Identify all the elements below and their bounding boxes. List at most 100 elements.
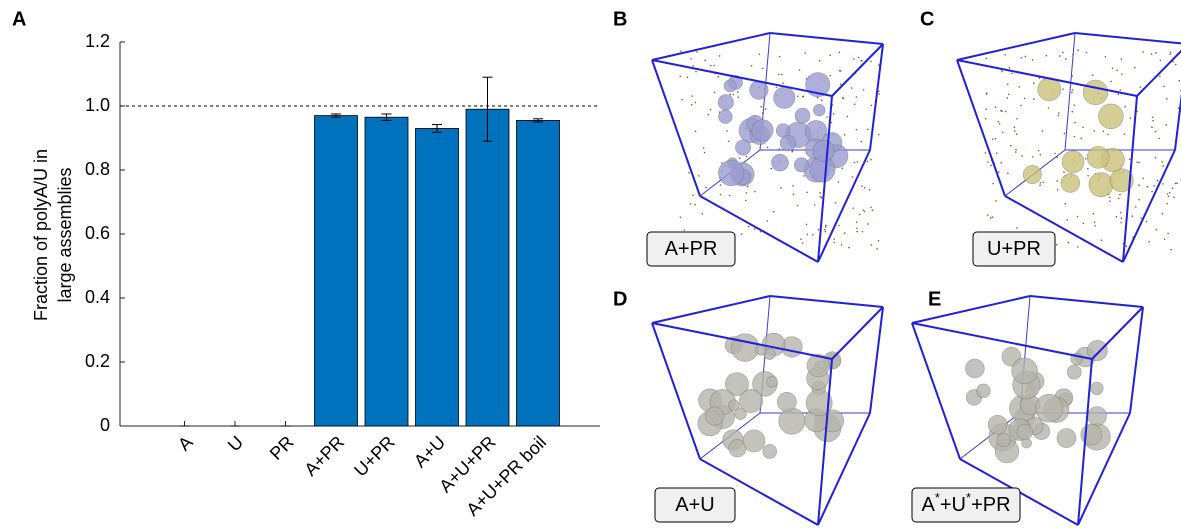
particle xyxy=(745,155,748,158)
particle xyxy=(1134,66,1136,69)
particle xyxy=(856,230,858,233)
blob xyxy=(1086,145,1110,169)
particle xyxy=(760,105,762,108)
particle xyxy=(1166,193,1169,195)
particle xyxy=(1082,126,1084,129)
y-tick-label: 0.6 xyxy=(85,223,110,243)
blob xyxy=(751,119,774,142)
particle xyxy=(702,147,705,149)
particle xyxy=(1076,215,1079,218)
particle xyxy=(1031,59,1034,61)
particle xyxy=(709,64,712,67)
y-tick-label: 1.2 xyxy=(85,31,110,51)
y-tick-label: 1.0 xyxy=(85,95,110,115)
particle xyxy=(1161,161,1163,163)
particle xyxy=(1087,174,1089,177)
particle xyxy=(717,75,720,78)
particle xyxy=(824,226,827,228)
particle xyxy=(1037,149,1040,152)
particle xyxy=(819,195,822,198)
particle xyxy=(1119,193,1121,196)
particle xyxy=(1016,227,1018,229)
particle xyxy=(686,76,689,78)
particle xyxy=(998,123,1001,125)
particle xyxy=(727,140,730,143)
particle xyxy=(852,207,855,209)
particle xyxy=(848,246,850,249)
particle xyxy=(1016,117,1018,120)
cube-edge xyxy=(1077,412,1131,526)
particle xyxy=(780,73,783,76)
particle xyxy=(770,167,773,170)
cube-edge xyxy=(911,295,1031,324)
particle xyxy=(816,96,819,99)
particle xyxy=(1120,58,1123,60)
x-tick-label: A+PR xyxy=(300,432,348,480)
particle xyxy=(1056,180,1059,182)
particle xyxy=(855,96,858,98)
particle xyxy=(1092,212,1095,215)
particle xyxy=(747,225,750,228)
cube-edge xyxy=(1077,358,1093,526)
particle xyxy=(720,162,723,164)
particle xyxy=(1087,167,1089,170)
cube-edge xyxy=(651,322,701,460)
particle xyxy=(858,213,861,216)
cube-edge xyxy=(817,95,833,263)
particle xyxy=(984,117,987,120)
cube-edge xyxy=(1122,95,1138,263)
particle xyxy=(1129,117,1132,119)
particle xyxy=(1057,114,1060,117)
particle xyxy=(1056,189,1059,191)
particle xyxy=(1117,93,1120,96)
particle xyxy=(1159,59,1162,62)
blob xyxy=(1034,393,1064,423)
particle xyxy=(1062,88,1064,90)
particle xyxy=(1013,126,1016,128)
particle xyxy=(1146,185,1149,188)
cube-edge xyxy=(699,458,819,526)
particle xyxy=(820,196,823,199)
particle xyxy=(792,193,795,196)
particle xyxy=(1041,130,1044,132)
particle xyxy=(1011,72,1013,75)
bar xyxy=(465,108,510,427)
particle xyxy=(1073,104,1076,106)
particle xyxy=(694,130,697,133)
particle xyxy=(843,134,846,136)
particle xyxy=(680,50,682,53)
particle xyxy=(870,244,873,246)
particle xyxy=(1004,110,1007,113)
blob xyxy=(1088,172,1114,198)
particle xyxy=(696,51,698,53)
particle xyxy=(863,210,866,213)
particle xyxy=(838,224,840,227)
particle xyxy=(839,83,842,86)
particle xyxy=(1120,217,1123,220)
particle xyxy=(820,99,823,102)
blob xyxy=(794,107,811,124)
blob xyxy=(705,406,724,426)
particle xyxy=(766,146,769,149)
particle xyxy=(877,64,880,66)
particle xyxy=(778,148,781,150)
particle xyxy=(800,238,802,240)
particle xyxy=(1138,161,1140,164)
particle xyxy=(1038,77,1041,80)
particle xyxy=(812,234,814,236)
blob xyxy=(1098,103,1124,130)
particle xyxy=(1139,86,1142,88)
cube xyxy=(651,32,884,263)
particle xyxy=(1063,171,1065,174)
particle xyxy=(1072,53,1074,56)
particle xyxy=(1108,196,1111,199)
cube xyxy=(651,295,884,526)
particle xyxy=(1077,49,1079,52)
particle xyxy=(1167,195,1170,198)
particle xyxy=(1094,224,1096,227)
particle xyxy=(834,201,837,204)
particle xyxy=(991,216,994,218)
label-part: A xyxy=(921,494,935,516)
particle xyxy=(681,98,683,101)
blob xyxy=(734,407,747,420)
